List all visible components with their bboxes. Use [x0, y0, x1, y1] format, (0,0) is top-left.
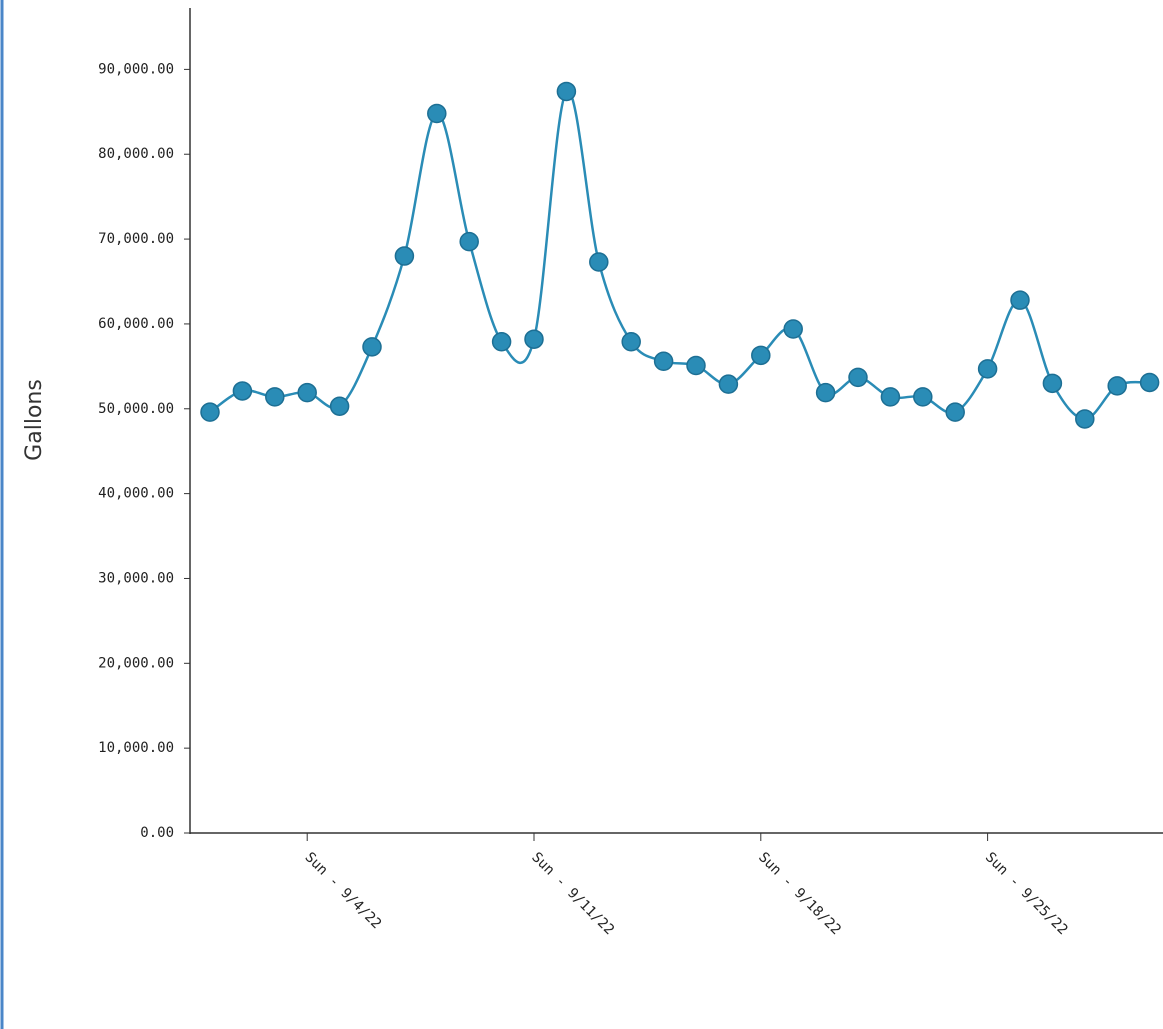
data-point	[1075, 409, 1095, 429]
data-point	[362, 337, 382, 357]
data-point	[491, 331, 512, 352]
data-point	[394, 246, 415, 266]
y-tick-label: 90,000.00	[98, 61, 174, 77]
data-point	[459, 231, 479, 252]
data-point	[329, 396, 350, 416]
data-point	[913, 387, 933, 407]
data-point	[848, 367, 868, 388]
data-point	[718, 374, 739, 394]
data-point	[200, 402, 220, 422]
data-point	[880, 387, 901, 407]
data-point	[427, 103, 447, 124]
data-point	[686, 355, 706, 376]
y-tick-label: 10,000.00	[98, 740, 174, 756]
data-point	[977, 359, 998, 379]
data-point	[1010, 290, 1030, 310]
data-point	[621, 331, 641, 352]
y-tick-label: 30,000.00	[98, 570, 174, 586]
data-point	[783, 319, 803, 339]
y-tick-label: 60,000.00	[98, 316, 174, 332]
y-tick-label: 40,000.00	[98, 486, 174, 502]
y-tick-label: 80,000.00	[98, 146, 174, 162]
data-point	[653, 351, 674, 372]
data-point	[945, 402, 965, 422]
data-point	[524, 329, 544, 349]
data-point	[815, 382, 836, 403]
data-point	[232, 381, 253, 401]
data-point	[1107, 376, 1127, 396]
data-point	[1139, 372, 1160, 393]
data-point	[751, 345, 771, 366]
y-tick-label: 0.00	[140, 825, 174, 841]
data-point	[265, 387, 285, 407]
y-tick-label: 70,000.00	[98, 231, 174, 247]
data-point	[589, 252, 609, 272]
data-point	[297, 382, 317, 403]
data-point	[556, 81, 577, 102]
y-tick-label: 50,000.00	[98, 401, 174, 417]
data-point	[1042, 373, 1063, 394]
y-axis-label: Gallons	[22, 379, 47, 461]
y-tick-label: 20,000.00	[98, 655, 174, 671]
